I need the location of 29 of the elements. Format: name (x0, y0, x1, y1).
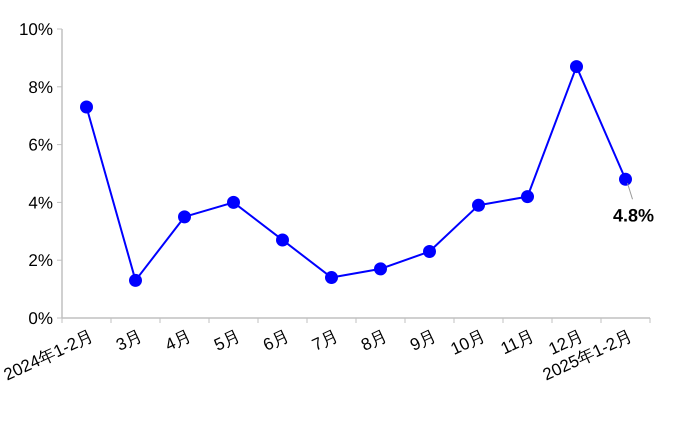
y-tick-label: 10% (18, 20, 53, 39)
x-tick-label: 10月 (448, 326, 488, 359)
x-tick-label: 6月 (260, 326, 292, 355)
y-tick-label: 0% (28, 309, 53, 328)
point (80, 100, 93, 114)
point (227, 196, 240, 209)
x-tick-label: 9月 (407, 326, 440, 355)
point (374, 262, 387, 276)
point (178, 210, 191, 224)
y-tick-label: 2% (28, 251, 53, 270)
y-tick-label: 8% (28, 78, 53, 97)
x-tick-label: 11月 (498, 326, 538, 358)
data-label: 4.8% (612, 205, 654, 226)
x-tick-label: 8月 (358, 326, 390, 355)
point (619, 172, 632, 186)
x-tick-label: 5月 (211, 326, 244, 355)
x-tick-label: 3月 (113, 326, 146, 355)
x-tick-label: 7月 (309, 326, 342, 355)
x-tick-label: 4月 (162, 326, 194, 355)
point (521, 190, 534, 204)
y-tick-label: 4% (28, 193, 53, 212)
x-tick-label: 2024年1-2月 (0, 326, 96, 384)
point (129, 274, 142, 287)
point (472, 198, 485, 212)
point (276, 233, 289, 246)
y-tick-label: 6% (28, 136, 53, 155)
point (423, 245, 436, 258)
point (570, 60, 583, 74)
point (325, 271, 338, 284)
